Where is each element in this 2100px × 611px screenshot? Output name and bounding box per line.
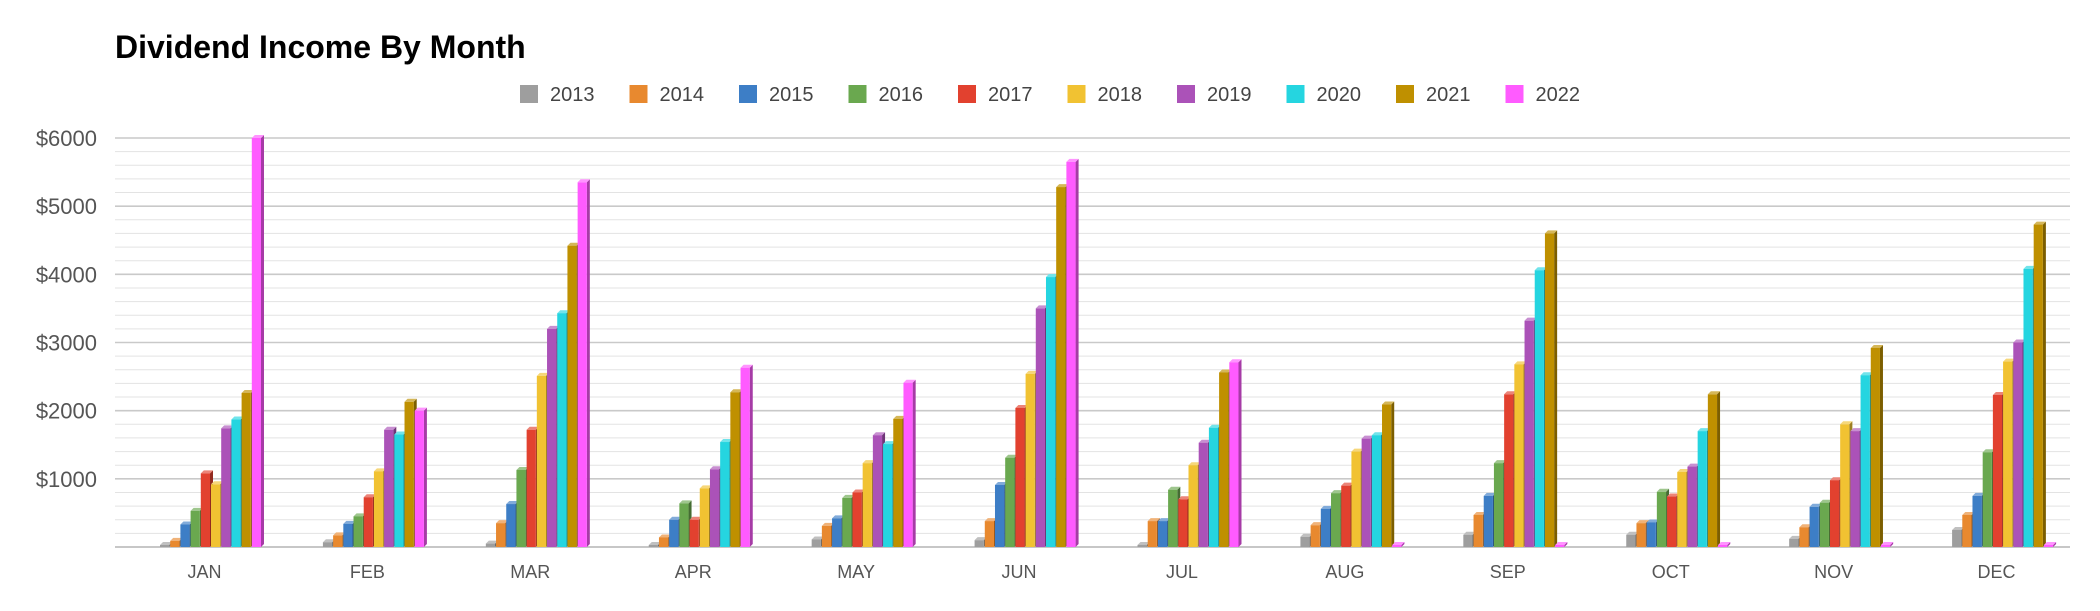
legend-swatch	[1505, 85, 1524, 103]
legend: 2013 2014 2015 2016 2017 2018 2019 2020 2021 2022	[520, 84, 1580, 106]
legend-swatch	[1396, 85, 1414, 103]
x-tick-label: SEP	[1490, 562, 1526, 582]
legend-swatch	[739, 85, 757, 103]
bar	[1392, 542, 1405, 547]
bar	[414, 407, 427, 547]
legend-label: 2014	[660, 84, 705, 106]
bar	[2033, 221, 2046, 548]
bar	[1870, 344, 1883, 547]
legend-label: 2015	[769, 84, 814, 106]
bar	[1382, 401, 1395, 547]
bar	[1880, 542, 1894, 547]
bar	[577, 179, 590, 547]
bar	[1718, 542, 1731, 547]
y-tick-label: $5000	[36, 194, 97, 219]
x-tick-label: JUL	[1166, 562, 1198, 582]
x-tick-label: AUG	[1325, 562, 1364, 582]
x-tick-label: JUN	[1002, 562, 1037, 582]
bar	[740, 364, 753, 547]
legend-label: 2019	[1207, 84, 1252, 106]
x-tick-label: DEC	[1978, 562, 2016, 582]
grid	[115, 137, 2070, 548]
legend-swatch	[1067, 85, 1086, 103]
bar	[903, 379, 916, 547]
bar	[1555, 542, 1568, 547]
legend-label: 2021	[1426, 84, 1471, 106]
chart-title: Dividend Income By Month	[115, 29, 526, 65]
bar	[2043, 542, 2057, 547]
x-tick-label: MAY	[837, 562, 875, 582]
legend-label: 2018	[1098, 84, 1143, 106]
bar	[1707, 391, 1721, 547]
x-tick-label: FEB	[350, 562, 385, 582]
bar	[1229, 359, 1242, 547]
legend-swatch	[629, 85, 648, 103]
x-tick-label: NOV	[1814, 562, 1853, 582]
bar	[1066, 158, 1079, 547]
y-tick-label: $6000	[36, 126, 97, 151]
legend-swatch	[1286, 85, 1305, 103]
x-tick-label: JAN	[187, 562, 221, 582]
y-tick-label: $4000	[36, 262, 97, 287]
bar	[251, 135, 264, 547]
legend-swatch	[520, 85, 538, 103]
x-axis: JAN FEB MAR APR MAY JUN JUL AUG SEP OCT NOV DEC	[187, 562, 2015, 582]
y-axis: $1000 $2000 $3000 $4000 $5000 $6000	[36, 126, 97, 492]
legend-label: 2017	[988, 84, 1033, 106]
legend-label: 2020	[1317, 84, 1362, 106]
y-tick-label: $2000	[36, 399, 97, 424]
x-tick-label: OCT	[1652, 562, 1690, 582]
legend-label: 2013	[550, 84, 595, 106]
bar	[1544, 230, 1558, 547]
legend-label: 2016	[879, 84, 924, 106]
legend-label: 2022	[1536, 84, 1581, 106]
y-tick-label: $1000	[36, 467, 97, 492]
legend-swatch	[848, 85, 867, 103]
bars	[160, 135, 2057, 548]
legend-swatch	[1177, 85, 1195, 103]
x-tick-label: MAR	[510, 562, 550, 582]
legend-swatch	[958, 85, 976, 103]
x-tick-label: APR	[675, 562, 712, 582]
y-tick-label: $3000	[36, 331, 97, 356]
